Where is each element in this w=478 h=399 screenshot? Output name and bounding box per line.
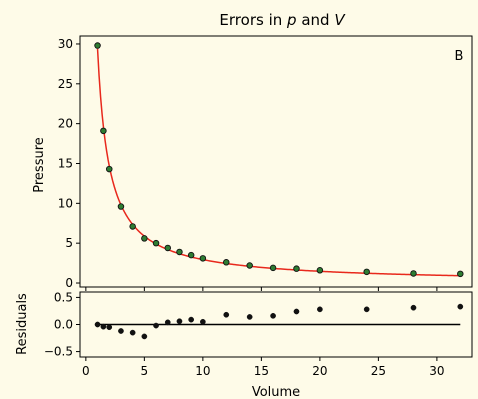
residuals-x-tick-label: 30: [429, 364, 444, 378]
residual-data-point: [153, 322, 159, 329]
pressure-data-point: [223, 259, 230, 266]
main-y-tick-label: 30: [58, 37, 73, 51]
pressure-data-point: [100, 127, 107, 135]
residual-data-point: [410, 304, 417, 311]
main-axes-frame: [79, 35, 473, 288]
pressure-data-point: [176, 248, 183, 256]
residual-data-point: [100, 323, 107, 330]
residual-data-point: [164, 319, 171, 326]
pressure-data-point: [269, 264, 277, 272]
residual-data-point: [363, 306, 370, 313]
residual-data-point: [94, 321, 101, 328]
pressure-data-point: [164, 244, 172, 252]
title-symbol-p: p: [286, 11, 297, 29]
residuals-x-tick-label: 15: [254, 364, 269, 378]
residual-data-point: [188, 316, 195, 323]
residuals-y-tick-label: 0.5: [54, 290, 73, 304]
residual-data-point: [317, 306, 323, 313]
title-text-2: and: [297, 11, 335, 29]
title-symbol-v: V: [334, 11, 346, 29]
pressure-data-point: [410, 270, 417, 277]
pressure-data-point: [94, 42, 101, 49]
pressure-data-point: [293, 265, 300, 272]
pressure-data-point: [246, 262, 253, 269]
residuals-x-tick-label: 10: [195, 364, 210, 378]
residual-data-point: [176, 318, 183, 325]
residual-data-point: [223, 311, 230, 318]
main-y-axis-label: Pressure: [32, 137, 47, 193]
main-y-tick-label: 20: [58, 117, 73, 131]
pressure-data-point: [129, 223, 136, 230]
pressure-data-point: [187, 251, 195, 259]
panel-annotation-b: B: [455, 49, 464, 64]
residuals-x-tick-label: 5: [141, 364, 149, 378]
residuals-y-tick-label: −0.5: [44, 345, 73, 359]
main-y-tick-label: 25: [58, 77, 73, 91]
residual-data-point: [246, 314, 253, 320]
residuals-axes-frame: [79, 291, 473, 358]
chart-title: Errors in p and V: [219, 11, 346, 29]
x-axis-label: Volume: [252, 385, 300, 399]
main-y-tick-label: 10: [58, 196, 73, 210]
residual-data-point: [141, 333, 148, 340]
pressure-data-point: [106, 165, 113, 173]
main-plot-panel: 0 5 10 15 20 25 30: [58, 35, 473, 291]
residual-data-point: [293, 308, 300, 315]
pressure-data-point: [117, 203, 125, 210]
residual-data-point: [200, 318, 206, 325]
residual-data-point: [106, 324, 113, 331]
residuals-plot-panel: 0 5 10 15 20 25 30 −0.5 0.0 0.5: [44, 290, 473, 378]
residual-data-point: [118, 328, 124, 334]
residuals-x-tick-label: 20: [312, 364, 327, 378]
pressure-data-point: [457, 270, 464, 278]
residuals-y-tick-label: 0.0: [54, 318, 73, 332]
residual-data-point: [129, 329, 136, 336]
pressure-data-point: [363, 268, 370, 276]
residuals-x-tick-label: 0: [82, 364, 90, 378]
pressure-data-point: [141, 235, 148, 242]
pressure-data-point: [152, 239, 160, 247]
main-y-tick-label: 15: [58, 156, 73, 170]
pressure-data-point: [316, 267, 324, 274]
residuals-y-axis-label: Residuals: [15, 293, 30, 355]
residual-data-point: [270, 312, 276, 319]
main-y-tick-label: 5: [65, 236, 73, 250]
residuals-x-tick-label: 25: [371, 364, 386, 378]
title-text-1: Errors in: [219, 11, 287, 29]
pressure-data-point: [199, 255, 207, 262]
residual-data-point: [457, 303, 464, 310]
main-y-tick-label: 0: [65, 276, 73, 290]
